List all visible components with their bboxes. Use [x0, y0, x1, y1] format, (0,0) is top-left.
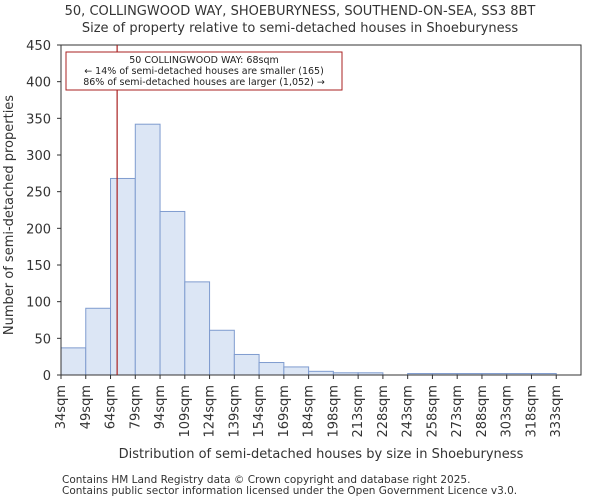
x-tick-label-79sqm: 79sqm	[128, 385, 143, 429]
x-tick-label-243sqm: 243sqm	[401, 385, 416, 438]
y-tick-label-350: 350	[26, 112, 51, 127]
x-tick-label-154sqm: 154sqm	[252, 385, 267, 438]
x-tick-label-273sqm: 273sqm	[450, 385, 465, 438]
x-tick-label-258sqm: 258sqm	[425, 385, 440, 438]
y-tick-label-150: 150	[26, 259, 51, 274]
bar-64sqm	[110, 177, 136, 376]
chart-title: 50, COLLINGWOOD WAY, SHOEBURYNESS, SOUTH…	[64, 4, 536, 19]
bar-109sqm	[184, 281, 211, 376]
y-tick-label-200: 200	[26, 222, 51, 237]
y-tick-label-50: 50	[34, 332, 51, 347]
bar-79sqm	[134, 123, 161, 376]
plot-frame	[60, 44, 582, 376]
x-tick-label-184sqm: 184sqm	[302, 385, 317, 438]
bar-49sqm	[85, 307, 112, 376]
bar-94sqm	[159, 210, 186, 376]
x-tick-label-109sqm: 109sqm	[178, 385, 193, 438]
annotation-line-3: 86% of semi-detached houses are larger (…	[83, 77, 325, 88]
x-tick-label-228sqm: 228sqm	[376, 385, 391, 438]
x-tick-label-318sqm: 318sqm	[524, 385, 539, 438]
x-tick-label-94sqm: 94sqm	[153, 385, 168, 429]
x-tick-label-124sqm: 124sqm	[203, 385, 218, 438]
x-tick-label-64sqm: 64sqm	[104, 385, 119, 429]
bar-184sqm	[308, 370, 334, 376]
x-tick-label-303sqm: 303sqm	[500, 385, 515, 438]
y-tick-label-400: 400	[26, 76, 51, 91]
bar-34sqm	[60, 347, 87, 376]
y-tick-label-0: 0	[43, 369, 51, 384]
x-tick-label-198sqm: 198sqm	[326, 385, 341, 438]
chart-subtitle: Size of property relative to semi-detach…	[81, 21, 519, 36]
annotation-line-1: 50 COLLINGWOOD WAY: 68sqm	[129, 55, 278, 66]
x-tick-label-169sqm: 169sqm	[277, 385, 292, 438]
footer-line-2: Contains public sector information licen…	[62, 485, 518, 497]
x-tick-label-49sqm: 49sqm	[79, 385, 94, 429]
footer-line-1: Contains HM Land Registry data © Crown c…	[62, 474, 471, 486]
x-tick-label-139sqm: 139sqm	[227, 385, 242, 438]
annotation-box	[65, 51, 343, 91]
y-tick-label-300: 300	[26, 149, 51, 164]
y-axis-title: Number of semi-detached properties	[2, 95, 17, 335]
y-tick-label-250: 250	[26, 186, 51, 201]
bar-124sqm	[209, 329, 235, 376]
annotation-line-2: ← 14% of semi-detached houses are smalle…	[84, 66, 324, 77]
bar-169sqm	[283, 366, 310, 376]
y-tick-label-100: 100	[26, 296, 51, 311]
y-tick-label-450: 450	[26, 39, 51, 54]
x-axis-title: Distribution of semi-detached houses by …	[119, 447, 524, 462]
bar-154sqm	[258, 362, 285, 376]
x-tick-label-288sqm: 288sqm	[475, 385, 490, 438]
x-tick-label-34sqm: 34sqm	[54, 385, 69, 429]
bar-139sqm	[233, 353, 260, 376]
x-tick-label-333sqm: 333sqm	[549, 385, 564, 438]
x-tick-label-213sqm: 213sqm	[351, 385, 366, 438]
